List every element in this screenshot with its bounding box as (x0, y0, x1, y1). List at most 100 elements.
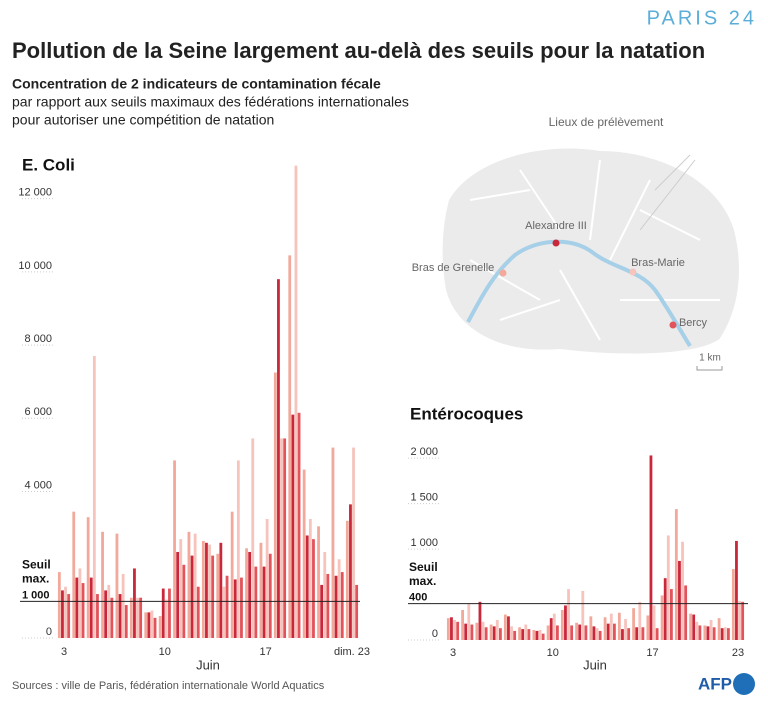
threshold-label: max. (409, 574, 436, 588)
bar (570, 625, 574, 640)
map-rail (639, 154, 696, 231)
bar (121, 573, 125, 638)
bar (161, 588, 165, 638)
bar (211, 555, 215, 638)
bar (187, 531, 191, 638)
bar (92, 356, 96, 638)
bar (147, 612, 151, 638)
bar (302, 469, 306, 638)
bar (723, 627, 727, 640)
y-tick-label: 1 000 (22, 589, 50, 601)
site-label: Alexandre III (525, 220, 587, 232)
subtitle: par rapport aux seuils maximaux des fédé… (12, 94, 409, 110)
bar (741, 601, 745, 640)
bar (541, 633, 545, 640)
bar (709, 620, 713, 640)
bar (731, 569, 735, 640)
bar (245, 548, 248, 638)
map-streets (469, 159, 720, 341)
bar (475, 622, 479, 640)
bar (510, 626, 513, 640)
y-tick-label: 6 000 (24, 406, 52, 418)
chart-title: Entérocoques (410, 404, 523, 423)
bar (527, 629, 531, 640)
site-marker (552, 239, 560, 247)
bar (176, 551, 180, 638)
bar (115, 533, 119, 638)
bar (124, 605, 128, 638)
subtitle: Concentration de 2 indicateurs de contam… (12, 76, 381, 92)
y-tick-label: 12 000 (18, 187, 52, 199)
bar (712, 627, 716, 640)
bar (470, 624, 474, 640)
bar (703, 625, 707, 640)
bar (624, 619, 627, 640)
bar (589, 616, 593, 640)
bar (337, 559, 341, 638)
bar (450, 617, 453, 640)
bar (340, 572, 344, 638)
y-tick-label: 1 000 (410, 537, 438, 549)
bar (230, 511, 234, 638)
bar (698, 625, 702, 640)
bar (86, 517, 90, 638)
bar (695, 621, 699, 640)
bar (606, 623, 610, 640)
bar (603, 617, 607, 640)
bar (549, 618, 553, 640)
bar (546, 625, 550, 640)
bar (627, 628, 631, 640)
bar (317, 526, 320, 638)
bar (464, 623, 468, 640)
bar (521, 629, 525, 640)
bar (499, 628, 502, 640)
x-axis-label: Juin (583, 657, 607, 672)
threshold-label: Seuil (22, 558, 51, 572)
bar (609, 613, 613, 640)
bar (201, 540, 205, 638)
bar (678, 560, 681, 640)
bar (57, 572, 61, 638)
y-tick-label: 2 000 (410, 446, 438, 458)
bar (259, 542, 263, 638)
bar (513, 630, 517, 640)
seine (466, 239, 692, 348)
bar (503, 614, 507, 640)
bar (635, 627, 639, 640)
bar (139, 597, 143, 638)
bar (236, 460, 240, 638)
bar (345, 520, 349, 638)
title: Pollution de la Seine largement au-delà … (12, 38, 705, 63)
bar (72, 511, 76, 638)
bar (567, 589, 570, 640)
bar (532, 630, 536, 640)
bar (205, 542, 208, 638)
bar (578, 624, 582, 640)
bar (233, 579, 237, 638)
bar (352, 447, 355, 638)
bar (262, 566, 266, 638)
scale-label: 1 km (699, 353, 721, 364)
bar (581, 590, 585, 640)
bar (692, 614, 696, 640)
y-tick-label: 0 (432, 628, 438, 640)
bar (538, 630, 542, 640)
bar (481, 621, 485, 640)
scale-bar (696, 366, 723, 371)
bar (294, 165, 298, 638)
bar (67, 594, 71, 638)
bar (478, 601, 482, 640)
site-label: Bercy (679, 317, 708, 329)
threshold-label: max. (22, 572, 49, 586)
bar (297, 412, 301, 638)
bar (461, 610, 464, 640)
bar (129, 597, 133, 638)
bar (265, 519, 269, 638)
site-marker (629, 268, 637, 276)
map-title: Lieux de prélèvement (549, 115, 664, 129)
bar (646, 615, 650, 640)
bar (621, 629, 624, 640)
bar (632, 608, 635, 640)
bar (560, 610, 564, 640)
